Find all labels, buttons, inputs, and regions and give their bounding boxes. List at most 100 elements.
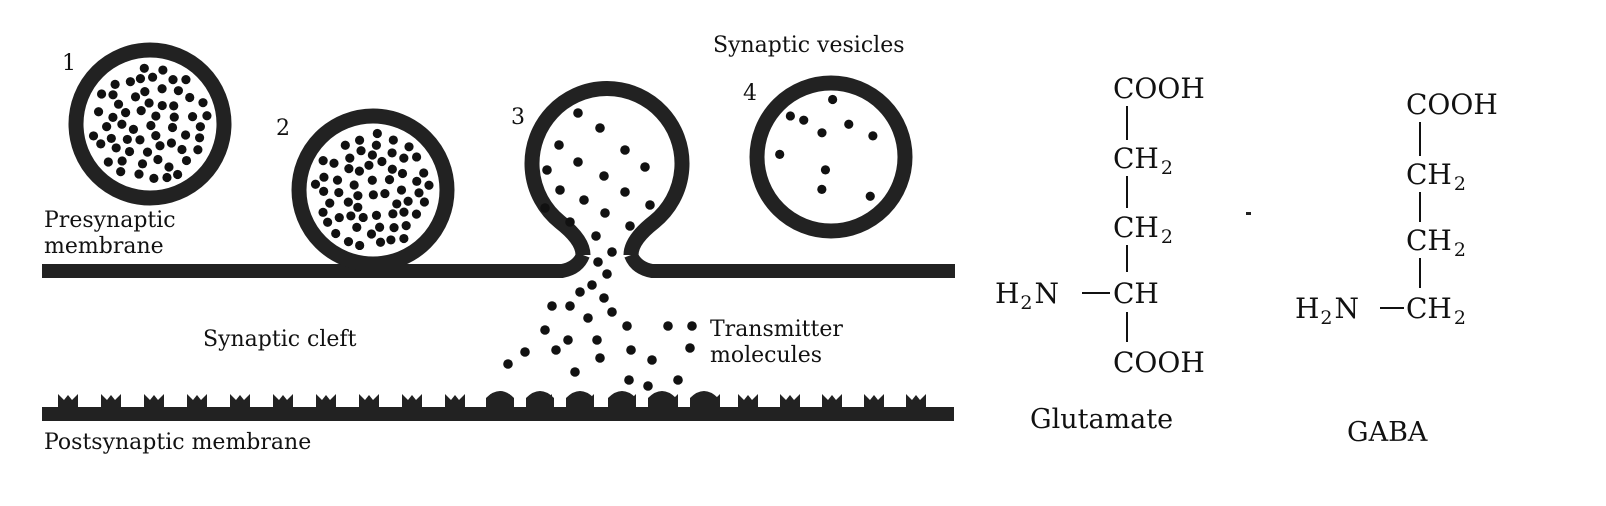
transmitter-dot [124,146,135,157]
transmitter-dot [344,164,354,174]
transmitter-dot [354,166,365,176]
transmitter-dot [403,196,413,206]
glutamate-amine: H2N [995,277,1059,314]
transmitter-dot [645,200,655,210]
transmitter-dot [116,167,126,177]
transmitter-dot [121,108,131,118]
transmitter-dot [345,153,355,163]
presynaptic-membrane [42,252,955,278]
transmitter-dot [579,195,589,205]
transmitter-dot [865,191,875,201]
transmitter-dot [799,115,809,125]
receptor [316,394,336,407]
transmitter-dot [352,222,362,232]
transmitter-dot [137,159,148,169]
transmitter-dot [195,122,205,132]
transmitter-dot [547,301,557,311]
gaba-ch2-b: CH 2 [1406,224,1466,261]
transmitter-dot [358,212,368,223]
transmitter-dot [334,187,344,198]
transmitter-dot [155,141,165,151]
transmitter-label-line2: molecules [710,343,822,368]
transmitter-dot [164,162,174,172]
transmitter-dot [399,153,409,163]
stray-mark [1246,212,1251,215]
transmitter-dot [620,187,630,197]
transmitter-dot [592,335,602,345]
transmitter-dot [602,269,612,279]
transmitter-dot [575,287,585,297]
transmitter-dot [135,74,146,84]
transmitter-dot [419,168,429,178]
transmitter-dot [503,359,513,369]
transmitter-dot [353,191,363,201]
postsynaptic-label: Postsynaptic membrane [44,430,311,455]
transmitter-dot [565,301,575,311]
transmitter-dot [388,209,398,219]
bound-receptor [486,391,514,410]
transmitter-dot [340,140,350,150]
transmitter-dot [148,72,158,82]
transmitter-dot [396,185,407,195]
transmitter-dot [194,133,205,143]
glutamate-ch2-a: CH 2 [1113,142,1173,179]
transmitter-dot [319,186,329,196]
transmitter-dot [346,211,356,221]
transmitter-dot [647,355,657,365]
transmitter-dot [375,237,386,247]
transmitter-dot [620,145,630,155]
transmitter-dot [389,223,399,233]
transmitter-dot [640,162,650,172]
transmitter-dot [607,307,617,317]
transmitter-dot [162,172,172,183]
transmitter-dot [570,367,580,377]
receptor [738,394,758,407]
transmitter-dot [595,123,605,133]
glutamate-name: Glutamate [1030,404,1173,435]
transmitter-dot [103,157,113,167]
transmitter-dot [775,149,785,159]
transmitter-dot [828,94,838,105]
transmitter-dot [202,111,212,121]
transmitter-dot [540,203,550,213]
receptor [445,394,465,407]
transmitter-dot [177,144,187,155]
transmitter-dot [349,180,359,190]
bound-receptor [566,391,594,410]
transmitter-dot [354,135,365,145]
vesicle-4-number: 4 [743,81,757,106]
transmitter-dot [153,154,163,165]
transmitter-dot [368,190,378,200]
glutamate-ch2-b: CH 2 [1113,211,1173,248]
transmitter-dot [555,185,565,195]
transmitter-dot [411,209,422,219]
receptor [402,394,422,407]
transmitter-dot [128,124,139,134]
presynaptic-label-line1: Presynaptic [44,208,176,233]
transmitter-dot [540,325,550,335]
transmitter-dot [375,222,385,232]
transmitter-dot [111,143,121,153]
transmitter-dot [193,145,203,155]
transmitter-dot [146,120,156,131]
glutamate-top-cooh: COOH [1113,72,1205,105]
receptor [58,394,78,407]
transmitter-dot [343,197,353,207]
transmitter-dot [185,92,195,103]
receptor [780,394,800,407]
transmitter-dot [102,122,112,132]
transmitter-dot [173,169,183,180]
receptor [359,394,379,407]
transmitter-dot [96,139,106,149]
gaba-ch2-a: CH 2 [1406,158,1466,195]
receptors [58,391,926,410]
transmitter-dot [622,321,632,331]
transmitter-dot [411,152,422,162]
transmitter-dot [318,207,328,217]
transmitter-dot [142,147,153,157]
transmitter-dot [173,86,183,96]
transmitter-dot [685,343,695,353]
vesicle-2 [291,108,455,272]
vesicle-3 [524,81,690,290]
transmitter-dot [377,156,387,167]
